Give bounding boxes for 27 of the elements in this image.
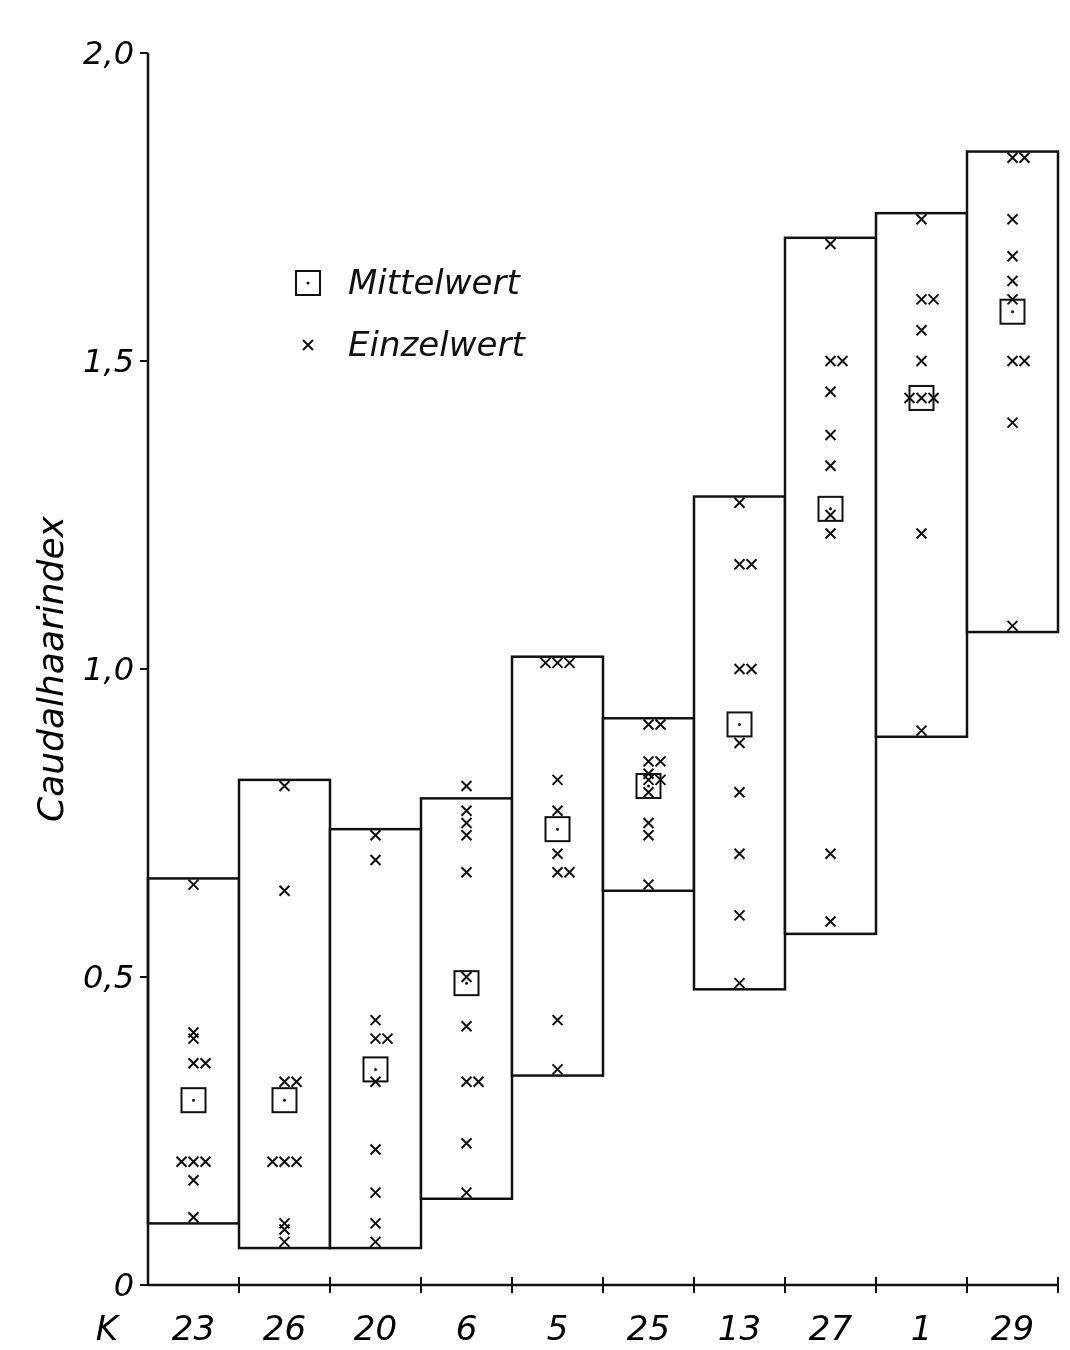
point [453,970,480,997]
x-tick-label: 26 [262,1308,307,1348]
x-tick-label: 1 [910,1308,933,1348]
x-tick-label: 29 [990,1308,1035,1348]
x-tick-label: 13 [717,1308,762,1348]
y-tick-label: 0 [113,1266,134,1305]
x-tick-label: 25 [626,1308,671,1348]
y-tick-label: 1,0 [83,650,134,689]
legend-label: Mittelwert [348,262,522,302]
x-tick-label: 6 [455,1308,478,1348]
point [544,816,571,843]
point [180,1087,207,1114]
point [817,495,844,522]
legend-label: Einzelwert [348,324,527,364]
y-tick-label: 1,5 [83,342,134,381]
x-tick-label: 5 [546,1308,569,1348]
point [999,298,1026,325]
y-tick-label: 2,0 [83,34,134,73]
x-tick-label: 23 [171,1308,216,1348]
x-tick-label: 27 [808,1308,853,1348]
y-axis-title: Caudalhaarindex [30,515,71,822]
x-axis-title: K [95,1308,121,1348]
point [362,1056,389,1083]
point [271,1087,298,1114]
y-tick-label: 0,5 [83,958,134,997]
x-tick-label: 20 [353,1308,398,1348]
point [726,711,753,738]
